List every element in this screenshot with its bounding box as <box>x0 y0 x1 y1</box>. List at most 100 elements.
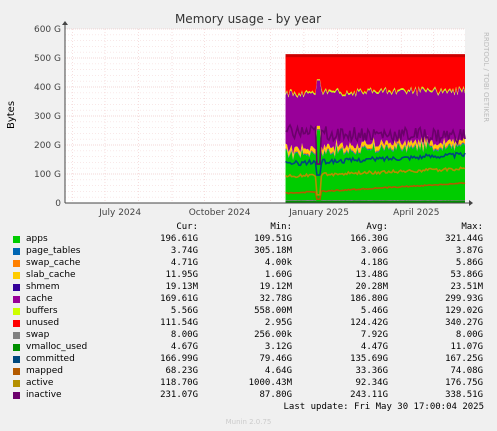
legend-avg: 4.47G <box>360 342 388 352</box>
legend-name: mapped <box>26 366 63 376</box>
legend-cur: 4.67G <box>170 342 198 352</box>
legend-name: cache <box>26 294 53 304</box>
legend-row-mapped: mapped 68.23G 4.64G 33.36G 74.08G <box>0 366 497 378</box>
legend-max: 167.25G <box>445 354 483 364</box>
axes: 0 100 G 200 G 300 G 400 G 500 G 600 G July 2024… <box>34 21 473 218</box>
legend-min: 2.95G <box>264 318 292 328</box>
legend-cur: 68.23G <box>165 366 198 376</box>
legend-name: swap_cache <box>26 258 81 268</box>
legend-avg: 20.28M <box>355 282 388 292</box>
legend-name: buffers <box>26 306 58 316</box>
legend-swatch <box>13 344 20 351</box>
legend-swatch <box>13 296 20 303</box>
last-update: Last update: Fri May 30 17:00:04 2025 <box>283 402 484 412</box>
legend-min: 87.80G <box>259 390 292 400</box>
legend-row-apps: apps 196.61G 109.51G 166.30G 321.44G <box>0 234 497 246</box>
line-inactive <box>285 123 466 165</box>
line-committed <box>285 151 466 176</box>
y-tick-label: 100 G <box>34 170 61 180</box>
legend-name: swap <box>26 330 50 340</box>
x-tick-label: October 2024 <box>189 208 251 218</box>
legend-swatch <box>13 248 20 255</box>
col-avg-header: Avg: <box>366 222 388 232</box>
y-tick-label: 200 G <box>34 141 61 151</box>
legend-row-vmalloc_used: vmalloc_used 4.67G 3.12G 4.47G 11.07G <box>0 342 497 354</box>
col-min-header: Min: <box>270 222 292 232</box>
legend-avg: 135.69G <box>350 354 388 364</box>
legend-cur: 5.56G <box>170 306 198 316</box>
legend-name: inactive <box>26 390 62 400</box>
legend-max: 74.08G <box>450 366 483 376</box>
line-mapped <box>285 182 466 200</box>
line-active <box>285 166 466 196</box>
legend-swatch <box>13 236 20 243</box>
legend-swatch <box>13 272 20 279</box>
legend-max: 299.93G <box>445 294 483 304</box>
legend-swatch <box>13 392 20 399</box>
legend-min: 1.60G <box>264 270 292 280</box>
legend-avg: 33.36G <box>355 366 388 376</box>
y-tick-label: 600 G <box>34 25 61 35</box>
legend-avg: 92.34G <box>355 378 388 388</box>
legend-avg: 166.30G <box>350 234 388 244</box>
legend-cur: 3.74G <box>170 246 198 256</box>
legend-swatch <box>13 308 20 315</box>
legend-cur: 11.95G <box>165 270 198 280</box>
legend-row-cache: cache 169.61G 32.78G 186.80G 299.93G <box>0 294 497 306</box>
col-max-header: Max: <box>461 222 483 232</box>
rrdtool-credit: RRDTOOL / TOBI OETIKER <box>482 32 490 122</box>
legend-max: 8.00G <box>455 330 483 340</box>
x-tick-label: April 2025 <box>393 208 439 218</box>
legend-row-swap: swap 8.00G 256.00k 7.92G 8.00G <box>0 330 497 342</box>
legend-name: committed <box>26 354 75 364</box>
legend-row-inactive: inactive 231.07G 87.80G 243.11G 338.51G <box>0 390 497 402</box>
legend-avg: 3.06G <box>360 246 388 256</box>
legend-row-active: active 118.70G 1000.43M 92.34G 176.75G <box>0 378 497 390</box>
legend-swatch <box>13 260 20 267</box>
legend-max: 5.86G <box>455 258 483 268</box>
legend-avg: 186.80G <box>350 294 388 304</box>
y-tick-label: 0 <box>55 199 61 209</box>
legend-cur: 196.61G <box>160 234 198 244</box>
legend-cur: 8.00G <box>170 330 198 340</box>
munin-version: Munin 2.0.75 <box>225 418 272 426</box>
legend-row-buffers: buffers 5.56G 558.00M 5.46G 129.02G <box>0 306 497 318</box>
legend-max: 11.07G <box>450 342 483 352</box>
legend-max: 53.86G <box>450 270 483 280</box>
legend-min: 4.00k <box>264 258 292 268</box>
area-slab_cache <box>285 125 465 159</box>
y-tick-label: 400 G <box>34 83 61 93</box>
legend-avg: 7.92G <box>360 330 388 340</box>
legend-min: 109.51G <box>254 234 292 244</box>
legend-max: 340.27G <box>445 318 483 328</box>
y-axis-arrow <box>62 21 68 25</box>
x-tick-label: July 2024 <box>98 208 141 218</box>
series-areas <box>285 54 466 203</box>
area-unused <box>285 56 465 97</box>
legend-swatch <box>13 320 20 327</box>
legend-cur: 118.70G <box>160 378 198 388</box>
legend-max: 176.75G <box>445 378 483 388</box>
legend-min: 256.00k <box>254 330 292 340</box>
chart-title: Memory usage - by year <box>175 12 321 26</box>
legend-row-committed: committed 166.99G 79.46G 135.69G 167.25G <box>0 354 497 366</box>
legend-name: slab_cache <box>26 270 76 280</box>
legend-max: 338.51G <box>445 390 483 400</box>
legend-cur: 231.07G <box>160 390 198 400</box>
legend-name: unused <box>26 318 60 328</box>
x-axis-arrow <box>469 200 473 206</box>
legend-min: 4.64G <box>264 366 292 376</box>
legend-swatch <box>13 332 20 339</box>
legend-min: 3.12G <box>264 342 292 352</box>
legend-max: 129.02G <box>445 306 483 316</box>
legend-name: active <box>26 378 54 388</box>
legend-row-shmem: shmem 19.13M 19.12M 20.28M 23.51M <box>0 282 497 294</box>
legend-cur: 166.99G <box>160 354 198 364</box>
y-axis-label: Bytes <box>6 101 17 129</box>
legend-avg: 243.11G <box>350 390 388 400</box>
legend-swatch <box>13 284 20 291</box>
legend-avg: 4.18G <box>360 258 388 268</box>
legend-cur: 169.61G <box>160 294 198 304</box>
legend-name: apps <box>26 234 48 244</box>
